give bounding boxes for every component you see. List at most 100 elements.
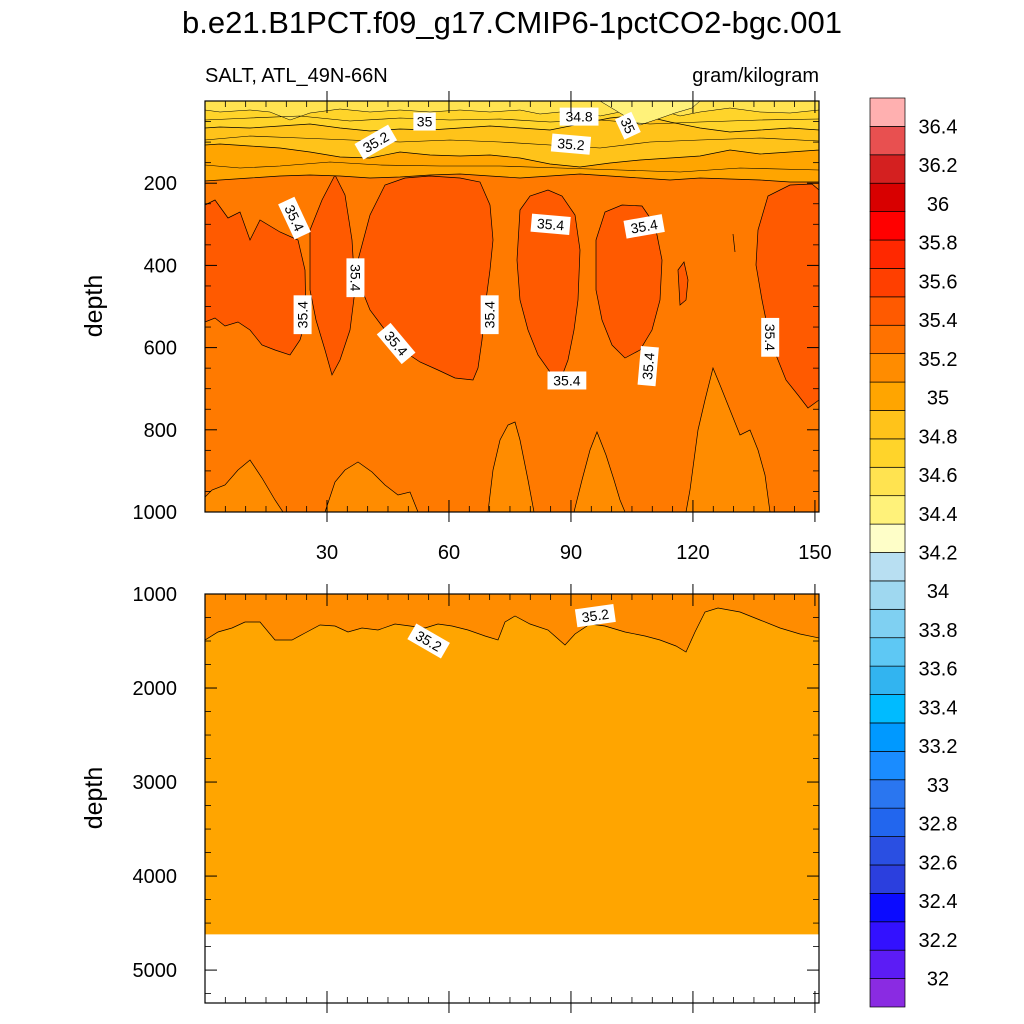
- colorbar-swatch: [869, 893, 906, 923]
- contour-label: 35.4: [480, 295, 499, 335]
- upper-contour-line: [204, 115, 820, 125]
- colorbar-swatch: [869, 807, 906, 837]
- contour-label-bg: [354, 124, 398, 160]
- upper-surface-layer: [599, 100, 701, 126]
- colorbar-label: 32.4: [919, 891, 958, 913]
- colorbar-swatch: [869, 268, 906, 298]
- lower-frame: [204, 593, 820, 1004]
- colorbar-label: 36.2: [919, 155, 958, 177]
- contour-label-text: 35.4: [762, 324, 778, 351]
- colorbar-swatch: [869, 978, 906, 1008]
- y-tick-label: 600: [144, 338, 177, 360]
- contour-label: 35.4: [530, 213, 571, 235]
- contour-label-text: 35.4: [629, 216, 659, 237]
- upper-core-right: [595, 204, 663, 359]
- lower-upper-layer: [204, 593, 820, 653]
- colorbar-swatch: [869, 552, 906, 582]
- colorbar-swatch: [869, 381, 906, 411]
- upper-core-right: [755, 183, 820, 409]
- colorbar-label: 33.2: [919, 736, 958, 758]
- colorbar-swatch: [869, 353, 906, 383]
- colorbar-swatch: [869, 438, 906, 468]
- x-tick-label: 120: [676, 542, 709, 564]
- contour-label-bg: [346, 258, 365, 298]
- y-tick-label: 2000: [133, 678, 178, 700]
- contour-label-text: 35: [417, 114, 433, 130]
- y-tick-label: 4000: [133, 866, 178, 888]
- upper-deep-layer: [573, 431, 626, 513]
- lower-main-layer: [205, 594, 819, 935]
- contour-label-text: 35.4: [639, 352, 657, 381]
- colorbar-label: 33: [927, 775, 949, 797]
- contour-label-bg: [761, 317, 780, 357]
- colorbar-label: 32: [927, 969, 949, 991]
- colorbar-swatch: [869, 864, 906, 894]
- colorbar-swatch: [869, 97, 906, 127]
- colorbar-swatch: [869, 211, 906, 241]
- colorbar-swatch: [869, 949, 906, 979]
- colorbar-swatch: [869, 694, 906, 724]
- chart-title: b.e21.B1PCT.f09_g17.CMIP6-1pctCO2-bgc.00…: [182, 5, 842, 40]
- upper-core-right: [677, 261, 689, 306]
- contour-label-text: 35.4: [295, 301, 311, 328]
- colorbar-swatch: [869, 836, 906, 866]
- units-label: gram/kilogram: [692, 65, 819, 87]
- colorbar-label: 34.4: [919, 504, 958, 526]
- colorbar-label: 32.6: [919, 852, 958, 874]
- contour-label-bg: [293, 295, 312, 335]
- contour-label: 35.4: [623, 214, 665, 239]
- colorbar-label: 36.4: [919, 116, 958, 138]
- colorbar-label: 35.2: [919, 349, 958, 371]
- colorbar-label: 33.8: [919, 620, 958, 642]
- contour-label-text: 34.8: [565, 109, 592, 125]
- contour-label-bg: [614, 111, 641, 140]
- contour-label-text: 35.2: [557, 135, 586, 153]
- colorbar-swatch: [869, 410, 906, 440]
- contour-label: 35.4: [761, 317, 780, 357]
- contour-label-bg: [278, 196, 311, 240]
- contour-label-bg: [407, 623, 450, 659]
- colorbar-label: 35.4: [919, 310, 958, 332]
- upper-y-axis-label: depth: [80, 275, 108, 338]
- contour-label-text: 35.4: [553, 372, 580, 388]
- colorbar-swatch: [869, 466, 906, 497]
- contour-label: 35.4: [637, 345, 659, 387]
- contour-label: 35: [413, 112, 436, 131]
- contour-label: 35: [614, 111, 641, 140]
- colorbar-label: 35: [927, 388, 949, 410]
- contour-label-bg: [559, 107, 599, 126]
- colorbar-swatch: [869, 722, 906, 752]
- colorbar-label: 32.8: [919, 814, 958, 836]
- colorbar-label: 34.2: [919, 543, 958, 565]
- colorbar-swatch: [869, 324, 906, 355]
- colorbar-swatch: [869, 296, 906, 326]
- colorbar-swatch: [869, 637, 906, 667]
- colorbar-swatch: [869, 154, 906, 184]
- variable-label: SALT, ATL_49N-66N: [205, 65, 388, 87]
- colorbar-label: 34.8: [919, 426, 958, 448]
- colorbar-swatch: [869, 523, 906, 553]
- colorbar-label: 34: [927, 581, 949, 603]
- colorbar-swatch: [869, 921, 906, 951]
- contour-label-bg: [480, 295, 499, 335]
- colorbar-swatch: [869, 779, 906, 809]
- colorbar: 32 32.2 32.4 32.6 32.8 33 33.2 33.4 33.6 33.8 34 34…: [869, 97, 958, 1008]
- upper-deep-layer: [324, 461, 419, 513]
- y-tick-label: 200: [144, 173, 177, 195]
- y-tick-label: 1000: [133, 584, 178, 606]
- contour-label-bg: [413, 112, 436, 131]
- contour-label: 35.4: [293, 295, 312, 335]
- contour-label: 34.8: [559, 107, 599, 126]
- colorbar-swatch: [869, 182, 906, 212]
- colorbar-swatch: [869, 239, 906, 269]
- y-tick-label: 800: [144, 420, 177, 442]
- contour-label-bg: [530, 213, 571, 235]
- upper-contour-line: [204, 135, 820, 149]
- upper-deep-layer: [685, 366, 771, 513]
- colorbar-swatch: [869, 750, 906, 781]
- colorbar-label: 34.6: [919, 465, 958, 487]
- contour-label-bg: [547, 371, 587, 390]
- upper-deep-layer: [487, 421, 535, 513]
- x-tick-label: 150: [798, 542, 831, 564]
